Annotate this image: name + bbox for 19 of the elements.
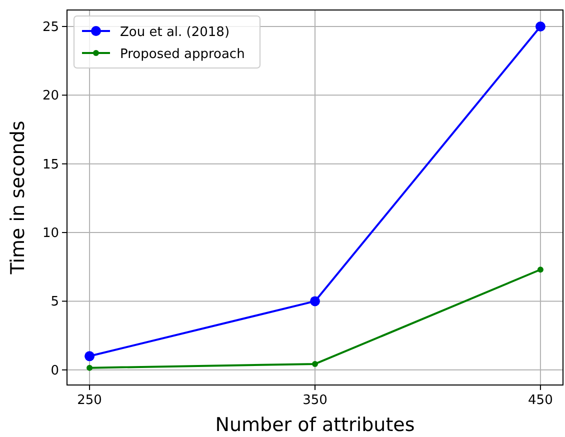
y-tick-label: 5 bbox=[50, 294, 59, 310]
y-tick-label: 0 bbox=[50, 363, 59, 378]
x-tick-label: 450 bbox=[528, 393, 553, 408]
y-tick-label: 10 bbox=[42, 226, 59, 242]
legend-label: Proposed approach bbox=[120, 47, 245, 62]
point bbox=[86, 364, 93, 371]
point bbox=[537, 266, 544, 273]
y-axis-title: Time in seconds bbox=[7, 120, 29, 276]
point bbox=[312, 360, 318, 367]
y-tick-label: 25 bbox=[42, 20, 59, 35]
point bbox=[535, 21, 546, 32]
y-tick-label: 20 bbox=[42, 88, 59, 104]
x-tick-label: 350 bbox=[302, 393, 328, 408]
y-tick-label: 15 bbox=[42, 157, 59, 172]
point bbox=[310, 296, 320, 306]
x-axis-title: Number of attributes bbox=[215, 414, 415, 436]
x-tick-label: 250 bbox=[77, 393, 102, 408]
legend-label: Zou et al. (2018) bbox=[120, 25, 230, 40]
point bbox=[84, 351, 95, 362]
